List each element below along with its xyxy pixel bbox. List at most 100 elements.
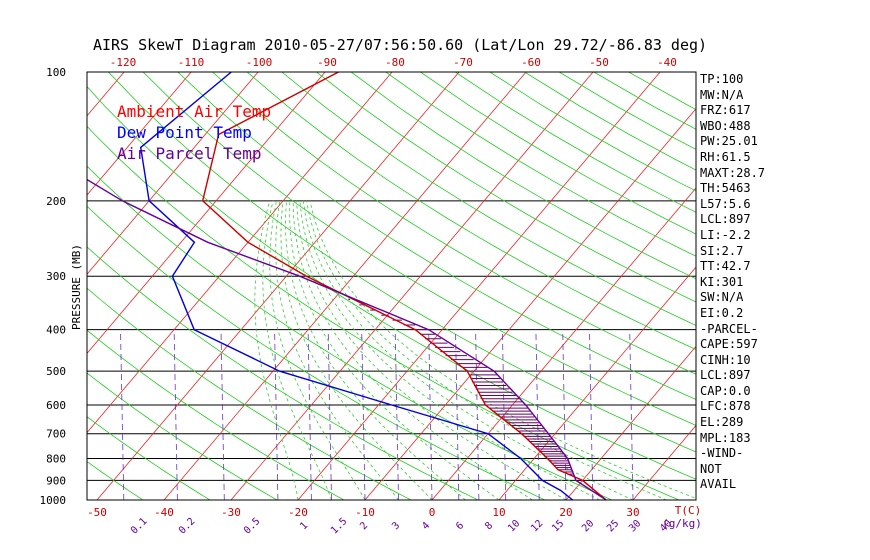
pressure-tick-label: 700 xyxy=(46,428,66,441)
mixing-ratio-tick-label: 0.2 xyxy=(177,516,198,537)
dry-adiabat xyxy=(87,329,345,500)
stability-index-item: SI:2.7 xyxy=(700,243,744,258)
isotherm xyxy=(87,72,393,434)
bottom-temp-tick-label: -30 xyxy=(221,506,241,519)
y-axis-label: PRESSURE (MB) xyxy=(70,244,83,330)
isotherm xyxy=(364,108,696,500)
isotherm xyxy=(163,72,527,500)
stability-index-item: KI:301 xyxy=(700,274,744,289)
pressure-tick-label: 400 xyxy=(46,324,66,337)
stability-index-item: -PARCEL- xyxy=(700,321,758,336)
dry-adiabat xyxy=(87,165,613,500)
bottom-temp-tick-label: -40 xyxy=(154,506,174,519)
pressure-tick-label: 800 xyxy=(46,453,66,466)
stability-index-item: CAPE:597 xyxy=(700,337,758,352)
stability-index-item: WBO:488 xyxy=(700,118,751,133)
pressure-tick-label: 500 xyxy=(46,365,66,378)
bottom-temp-tick-label: 10 xyxy=(492,506,505,519)
pressure-tick-label: 100 xyxy=(46,66,66,79)
mixing-ratio-tick-label: 2 xyxy=(358,520,370,532)
chart-title: AIRS SkewT Diagram 2010-05-27/07:56:50.6… xyxy=(93,36,707,54)
chart-legend: Ambient Air Temp Dew Point Temp Air Parcel… xyxy=(117,102,271,163)
bottom-temp-tick-label: -10 xyxy=(355,506,375,519)
dry-adiabat xyxy=(108,72,696,453)
moist-adiabat xyxy=(302,200,634,500)
moist-adiabat xyxy=(296,200,567,500)
legend-entry: Air Parcel Temp xyxy=(117,144,262,163)
dry-adiabat xyxy=(246,72,696,351)
dry-adiabat xyxy=(212,72,696,375)
top-temp-tick-label: -50 xyxy=(589,56,609,69)
isotherm xyxy=(431,187,696,500)
dry-adiabat xyxy=(281,72,696,326)
dry-adiabat xyxy=(87,205,546,500)
legend-entry: Ambient Air Temp xyxy=(117,102,271,121)
mixing-unit-label: (g/kg) xyxy=(662,517,702,530)
mixing-ratio-line xyxy=(274,329,279,500)
isotherm xyxy=(632,424,696,500)
stability-index-item: TP:100 xyxy=(700,72,744,86)
mixing-ratio-tick-label: 4 xyxy=(420,520,432,532)
isotherm xyxy=(230,72,594,500)
stability-index-item: MAXT:28.7 xyxy=(700,165,766,180)
stability-index-item: EI:0.2 xyxy=(700,305,744,320)
top-temp-tick-label: -90 xyxy=(317,56,337,69)
bottom-temp-tick-label: -20 xyxy=(288,506,308,519)
bottom-temp-tick-label: 30 xyxy=(626,506,639,519)
mixing-ratio-line xyxy=(307,329,312,500)
stability-index-item: SW:N/A xyxy=(700,290,744,305)
dry-adiabat xyxy=(87,125,680,500)
isotherm xyxy=(565,345,696,500)
stability-index-item: MW:N/A xyxy=(700,87,744,102)
stability-index-item: AVAIL xyxy=(700,477,737,492)
mixing-ratio-line xyxy=(173,329,178,500)
moist-adiabat xyxy=(306,200,667,500)
mixing-ratio-line xyxy=(361,329,366,500)
mixing-ratio-line xyxy=(629,329,634,500)
mixing-ratio-tick-label: 3 xyxy=(390,520,402,532)
mixing-ratio-line xyxy=(589,329,594,500)
top-temp-tick-label: -120 xyxy=(110,56,137,69)
pressure-tick-label: 300 xyxy=(46,270,66,283)
mixing-ratio-line xyxy=(475,329,480,500)
dry-adiabat xyxy=(87,416,211,500)
mixing-ratio-line xyxy=(428,329,433,500)
stability-index-item: PW:25.01 xyxy=(700,134,758,149)
bottom-temp-tick-label: -50 xyxy=(87,506,107,519)
temp-unit-label: T(C) xyxy=(675,504,702,517)
ambient-temp-line xyxy=(201,72,607,500)
pressure-tick-label: 200 xyxy=(46,195,66,208)
moist-adiabat xyxy=(269,200,366,500)
mixing-ratio-tick-label: 15 xyxy=(550,518,566,534)
mixing-ratio-tick-label: 20 xyxy=(580,518,596,534)
top-temp-tick-label: -80 xyxy=(385,56,405,69)
mixing-ratio-tick-label: 25 xyxy=(605,518,621,534)
top-temp-tick-label: -60 xyxy=(521,56,541,69)
mixing-ratio-tick-label: 8 xyxy=(483,520,495,532)
mixing-ratio-tick-label: 10 xyxy=(506,518,522,534)
top-temp-tick-label: -70 xyxy=(453,56,473,69)
moist-adiabat xyxy=(299,200,600,500)
pressure-tick-label: 1000 xyxy=(40,494,67,507)
mixing-ratio-line xyxy=(455,329,460,500)
isotherm xyxy=(498,266,696,500)
mixing-ratio-tick-label: 12 xyxy=(529,518,545,534)
mixing-ratio-tick-label: 0.5 xyxy=(242,516,263,537)
mixing-ratio-tick-label: 6 xyxy=(454,520,466,532)
stability-index-item: CINH:10 xyxy=(700,352,751,367)
dry-adiabat xyxy=(87,372,278,500)
mixing-ratio-line xyxy=(327,329,332,500)
isotherm xyxy=(297,72,661,500)
dry-adiabat xyxy=(316,72,696,303)
stability-index-item: TH:5463 xyxy=(700,181,751,196)
top-temp-tick-label: -40 xyxy=(657,56,677,69)
moist-adiabat xyxy=(262,200,332,500)
moist-adiabat xyxy=(254,200,299,500)
dry-adiabat xyxy=(87,461,144,500)
dry-adiabat xyxy=(142,72,696,426)
stability-index-item: LI:-2.2 xyxy=(700,227,751,242)
mixing-ratio-line xyxy=(120,329,125,500)
dry-adiabat xyxy=(0,72,9,500)
stability-index-item: TT:42.7 xyxy=(700,259,751,274)
